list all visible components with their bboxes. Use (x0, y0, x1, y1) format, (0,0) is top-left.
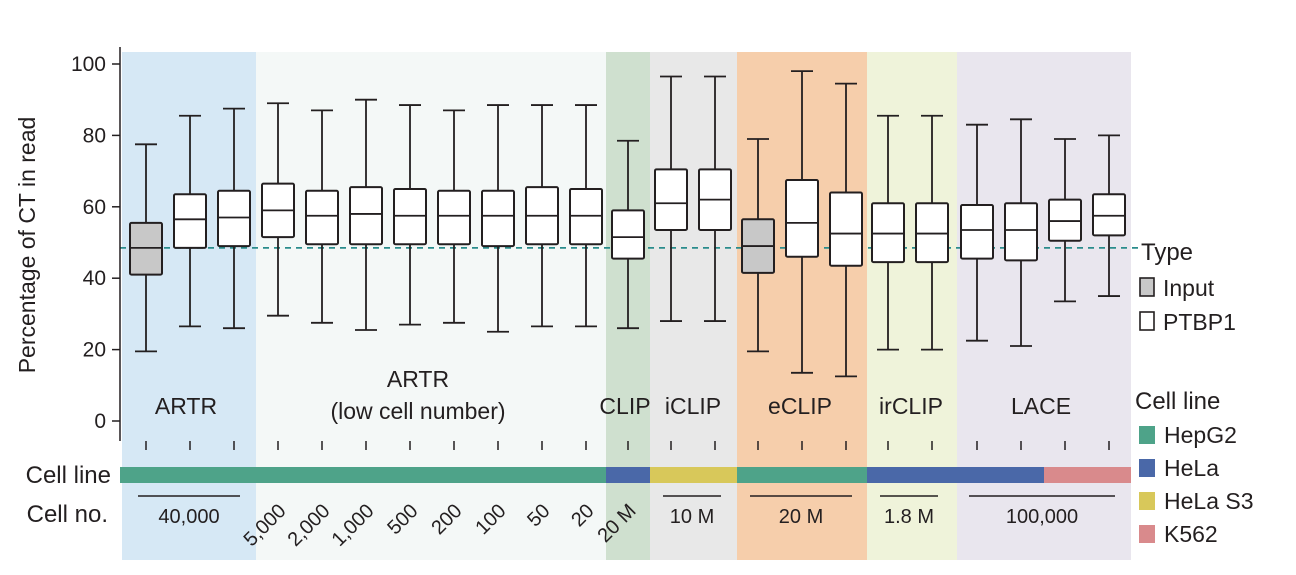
box-plot-21 (1004, 118, 1038, 347)
box-plot-14 (698, 75, 732, 322)
box-plot-12 (611, 139, 645, 330)
y-axis-label: Percentage of CT in read (14, 117, 40, 374)
legend-type-label: PTBP1 (1163, 309, 1236, 335)
box-plot-2 (173, 114, 207, 328)
legend-cell-swatch-hela (1139, 459, 1155, 477)
group-label-irclip: irCLIP (879, 393, 943, 419)
box-iqr (785, 179, 819, 258)
cell-count-label: 40,000 (158, 506, 219, 528)
box-plot-5 (305, 109, 339, 324)
group-background-irclip (867, 52, 957, 560)
cell-line-row: Cell line (26, 462, 1131, 489)
y-tick-label: 20 (83, 339, 106, 362)
group-label-eclip: eCLIP (768, 393, 832, 419)
legend-cell-label: K562 (1164, 521, 1218, 547)
box-iqr (611, 209, 645, 260)
box-iqr (437, 189, 471, 246)
box-plot-23 (1092, 134, 1126, 297)
cell-count-label: 20 M (779, 506, 823, 528)
box-plot-22 (1048, 138, 1082, 303)
box-plot-20 (960, 123, 994, 342)
boxes-layer (129, 70, 1126, 378)
y-tick-label: 60 (83, 196, 106, 219)
legend-type-label: Input (1163, 275, 1215, 301)
cell-count-label: 10 M (670, 506, 714, 528)
cell-line-segment-hela (867, 467, 1044, 483)
box-iqr (481, 189, 515, 248)
cell-line-segment-hela-s3 (650, 467, 737, 483)
legend-cell-swatch-hela-s3 (1139, 492, 1155, 510)
legend-cell-swatch-k562 (1139, 525, 1155, 543)
box-plot-16 (785, 70, 819, 374)
y-tick-label: 0 (94, 410, 106, 433)
box-plot-15 (741, 138, 775, 353)
group-label-clip: CLIP (599, 393, 650, 419)
cell-line-segment-hela (606, 467, 650, 483)
box-plot-19 (915, 114, 949, 351)
box-plot-17 (829, 82, 863, 378)
legend-cell-label: HepG2 (1164, 422, 1237, 448)
box-plot-1 (129, 143, 163, 353)
y-tick-label: 40 (83, 267, 106, 290)
legend-type-title: Type (1141, 239, 1193, 266)
y-tick-label: 100 (71, 53, 106, 76)
group-label-artr-low: (low cell number) (330, 398, 505, 424)
group-background-artr (122, 52, 256, 560)
legend-cell-line-title: Cell line (1135, 388, 1220, 415)
group-label-artr-low: ARTR (387, 366, 449, 392)
cell-line-segment-hepg2 (737, 467, 867, 483)
group-label-lace: LACE (1011, 393, 1071, 419)
legend-cell-label: HeLa S3 (1164, 488, 1254, 514)
cell-count-label: 1.8 M (884, 506, 934, 528)
box-plot-4 (261, 102, 295, 317)
legend-type-swatch-ptbp1 (1139, 311, 1155, 331)
box-iqr (305, 189, 339, 246)
group-background-artr-low (256, 52, 606, 560)
box-plot-8 (437, 109, 471, 324)
group-background-lace (957, 52, 1131, 560)
group-label-artr: ARTR (155, 393, 217, 419)
box-iqr (1004, 202, 1038, 262)
box-iqr (654, 168, 688, 232)
box-plot-7 (393, 104, 427, 326)
cell-line-segment-hepg2 (120, 467, 606, 483)
legend-cell-swatch-hepg2 (1139, 426, 1155, 444)
group-backgrounds (122, 52, 1131, 560)
box-plot-13 (654, 75, 688, 322)
group-label-iclip: iCLIP (665, 393, 721, 419)
box-plot-6 (349, 98, 383, 331)
box-iqr (173, 193, 207, 249)
box-plot-9 (481, 104, 515, 333)
y-axis: Percentage of CT in read 0 20 40 60 80 100 (14, 47, 1110, 450)
box-iqr (829, 191, 863, 267)
cell-count-label: 100,000 (1006, 506, 1078, 528)
box-plot-18 (871, 114, 905, 351)
legend-type-swatch-input (1139, 277, 1155, 297)
cell-line-segment-k562 (1044, 467, 1131, 483)
box-iqr (960, 204, 994, 260)
box-plot-10 (525, 104, 559, 328)
box-plot-11 (569, 104, 603, 328)
legend: Type Cell line Input PTBP1 HepG2 HeLa HeLa S… (1135, 239, 1254, 547)
box-plot-3 (217, 107, 251, 330)
box-iqr (349, 186, 383, 246)
cell-line-row-label: Cell line (26, 462, 111, 489)
cell-number-row-label: Cell no. (27, 501, 108, 528)
y-tick-label: 80 (83, 124, 106, 147)
group-labels: ARTR ARTR (low cell number) CLIP iCLIP eCLIP i… (155, 366, 1071, 424)
legend-cell-label: HeLa (1164, 455, 1219, 481)
group-background-iclip (650, 52, 737, 560)
